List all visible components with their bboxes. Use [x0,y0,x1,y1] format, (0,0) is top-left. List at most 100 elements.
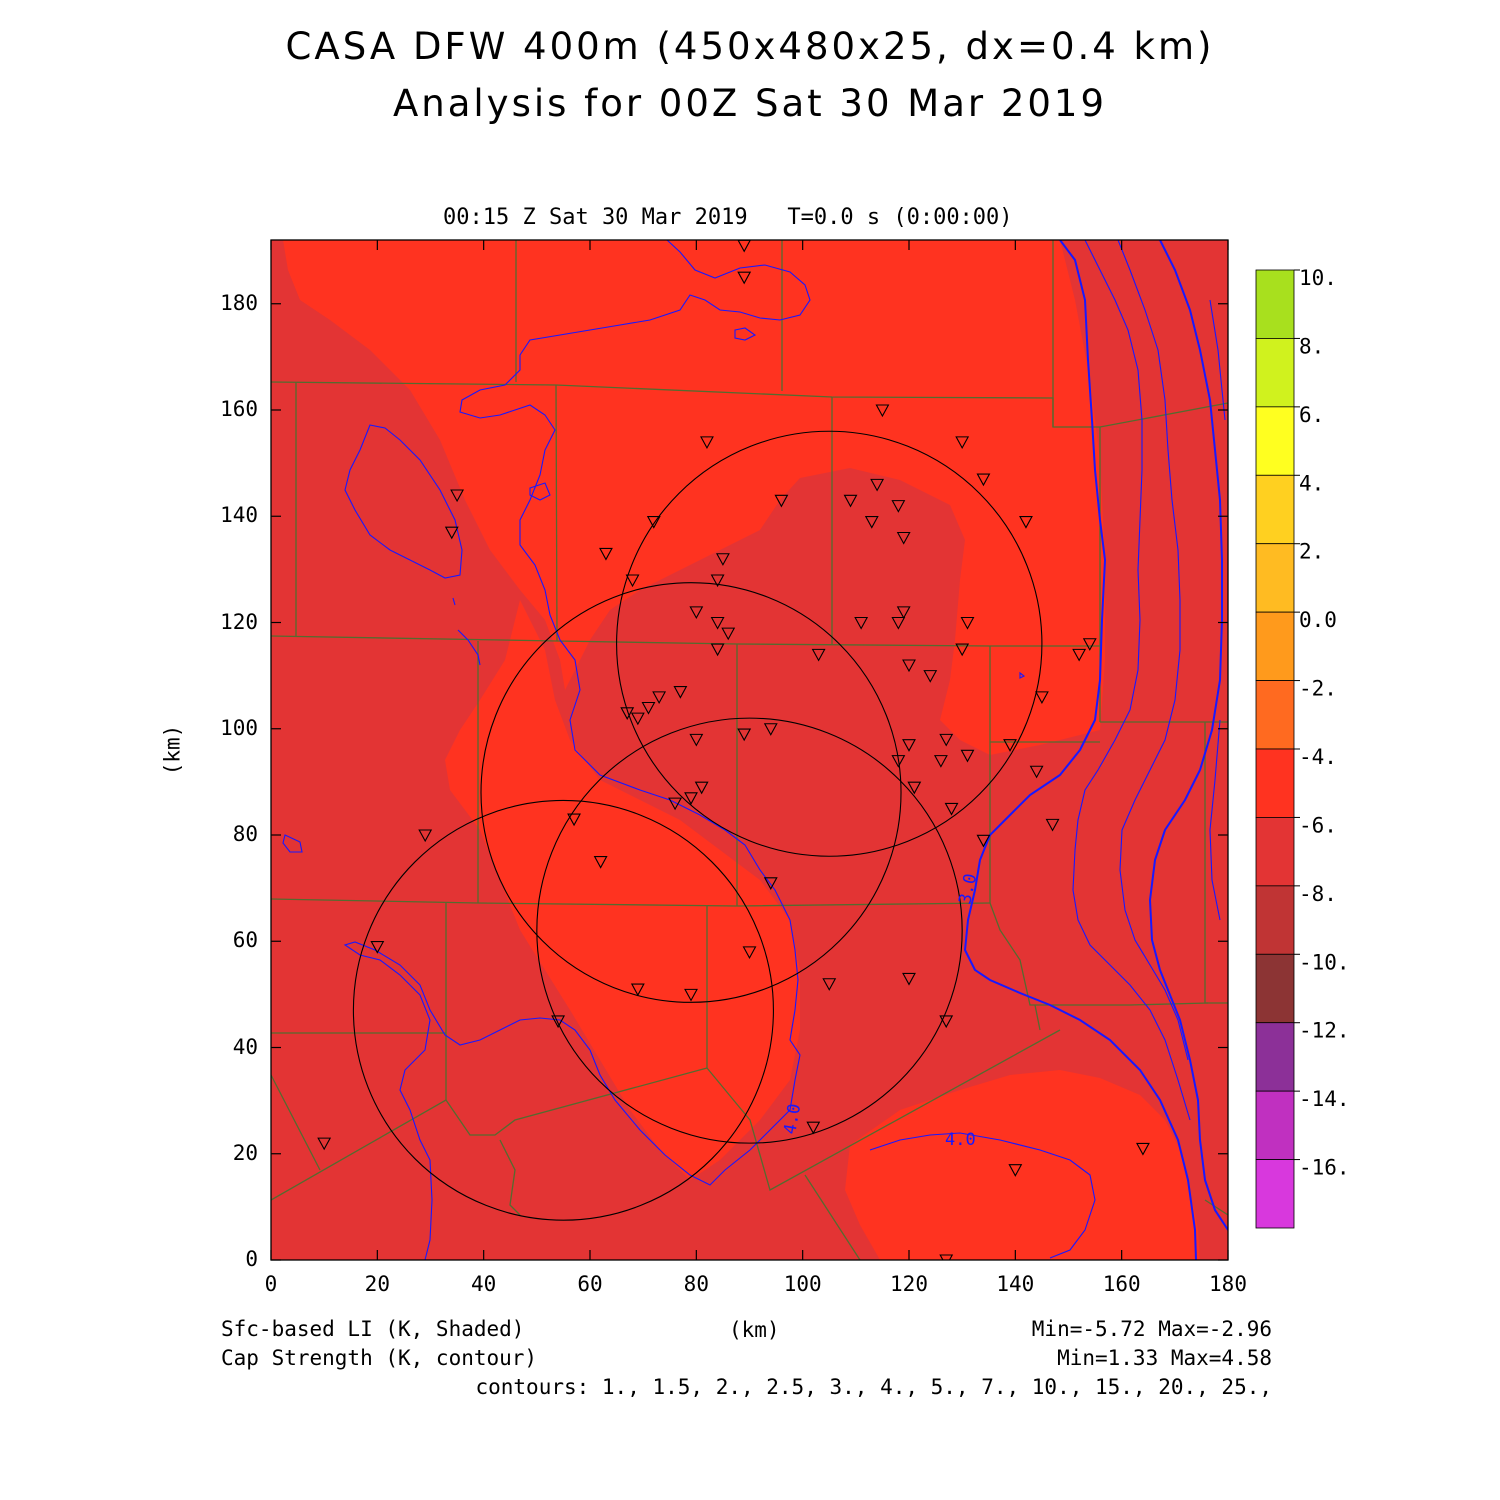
axis-ticks [270,240,1229,1261]
y-tick-label: 20 [232,1140,258,1165]
y-tick-label: 140 [220,503,258,528]
colorbar-label: 6. [1299,403,1324,427]
colorbar-label: 10. [1299,266,1337,290]
station-marker [620,707,635,720]
station-marker [891,500,906,513]
y-tick-label: 180 [220,290,258,315]
colorbar-label: -16. [1299,1156,1350,1180]
station-marker [960,749,975,763]
li-region-north [283,240,1105,755]
station-marker [939,733,954,747]
li-region-central [445,600,800,1180]
station-marker [721,627,736,641]
station-marker [902,972,916,986]
colorbar-swatch [1255,338,1295,408]
valid-time: 00:15 Z Sat 30 Mar 2019 T=0.0 s (0:00:00… [443,205,1013,230]
colorbar-label: -6. [1299,813,1337,837]
colorbar-label: -10. [1299,950,1350,974]
x-tick-label: 80 [683,1272,709,1296]
title-line-2: Analysis for 00Z Sat 30 Mar 2019 [392,82,1108,125]
stations [317,240,1150,1260]
station-marker [418,829,433,843]
station-marker [1008,1164,1023,1177]
station-marker [450,489,465,503]
contour-label-4b: 4.0 [945,1130,976,1150]
station-marker [689,606,704,620]
station-marker [907,781,922,795]
station-marker [933,755,948,768]
station-marker [630,983,645,997]
station-marker [370,941,385,954]
y-tick-label: 40 [232,1034,258,1059]
y-tick-label: 60 [232,928,258,953]
x-tick-label: 120 [890,1272,928,1296]
station-marker [1029,765,1044,779]
station-marker [710,643,725,657]
station-marker [960,616,975,630]
x-tick-label: 0 [264,1272,278,1296]
station-marker [939,1254,954,1260]
station-marker [875,404,890,418]
colorbar-label: 0.0 [1299,608,1337,632]
station-marker [737,271,752,285]
colorbar: 10. 8. 6. 4. 2. 0.0 -2. -4. -6. -8. -10. -12. -14. -1… [1255,266,1350,1229]
station-marker [955,436,970,450]
footer-shaded-minmax: Min=-5.72 Max=-2.96 [1031,1317,1272,1341]
radar-ring [352,799,774,1221]
station-marker [742,946,757,960]
x-tick-label: 180 [1209,1272,1247,1296]
x-tick-label: 100 [783,1272,822,1296]
station-marker [1082,638,1097,651]
county-lines [271,240,1228,1260]
y-tick-label: 0 [245,1247,258,1271]
station-marker [774,494,789,508]
station-marker [822,978,837,991]
station-marker [652,691,667,705]
x-tick-label: 20 [364,1272,390,1296]
station-marker [710,574,725,588]
station-marker [1034,691,1049,705]
station-marker [630,712,645,726]
station-marker [806,1121,821,1135]
colorbar-swatch [1255,543,1295,613]
station-marker [1136,1142,1150,1156]
cap-strength-contours [282,240,1228,1260]
radar-rings [352,430,1043,1221]
colorbar-swatch [1255,1022,1295,1092]
colorbar-swatch [1255,269,1295,339]
colorbar-swatch [1255,1159,1295,1229]
station-marker [567,813,581,827]
colorbar-swatch [1255,680,1295,750]
colorbar-swatch [1255,748,1295,818]
station-marker [1072,648,1087,662]
colorbar-label: -14. [1299,1087,1350,1111]
colorbar-swatch [1255,406,1295,476]
station-marker [625,574,640,588]
station-marker [902,659,916,673]
station-marker [668,797,682,811]
station-marker [763,877,778,890]
colorbar-label: -2. [1299,677,1337,701]
y-tick-label: 80 [232,822,258,846]
y-tick-label: 120 [220,609,258,634]
station-marker [896,606,911,620]
li-region-southeast [845,1070,1200,1260]
station-marker [955,643,970,657]
station-marker [939,1015,954,1029]
colorbar-label: 2. [1299,540,1324,564]
station-marker [689,733,704,747]
colorbar-label: -4. [1299,745,1337,769]
y-axis-label: (km) [160,724,185,776]
station-marker [684,988,698,1002]
station-marker [444,526,459,540]
station-marker [843,494,858,508]
station-marker [870,478,885,492]
colorbar-label: 4. [1299,471,1324,495]
colorbar-swatch [1255,817,1295,887]
station-marker [864,516,879,529]
station-marker [891,616,906,630]
footer-shaded-field: Sfc-based LI (K, Shaded) [221,1317,525,1341]
x-tick-label: 140 [996,1272,1035,1296]
station-marker [737,728,752,742]
